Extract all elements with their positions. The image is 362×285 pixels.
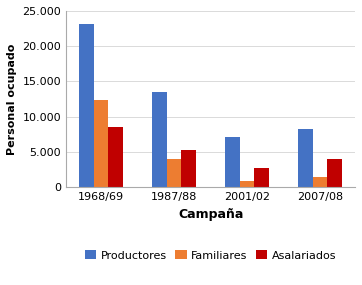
X-axis label: Campaña: Campaña — [178, 208, 243, 221]
Bar — [327, 159, 342, 187]
Bar — [79, 24, 94, 187]
Bar — [152, 92, 167, 187]
Bar — [298, 129, 313, 187]
Bar — [181, 150, 196, 187]
Bar — [254, 168, 269, 187]
Bar — [109, 127, 123, 187]
Y-axis label: Personal ocupado: Personal ocupado — [7, 43, 17, 155]
Bar — [313, 178, 327, 187]
Legend: Productores, Familiares, Asalariados: Productores, Familiares, Asalariados — [80, 246, 341, 265]
Bar — [240, 181, 254, 187]
Bar — [167, 159, 181, 187]
Bar — [94, 100, 109, 187]
Bar — [225, 137, 240, 187]
